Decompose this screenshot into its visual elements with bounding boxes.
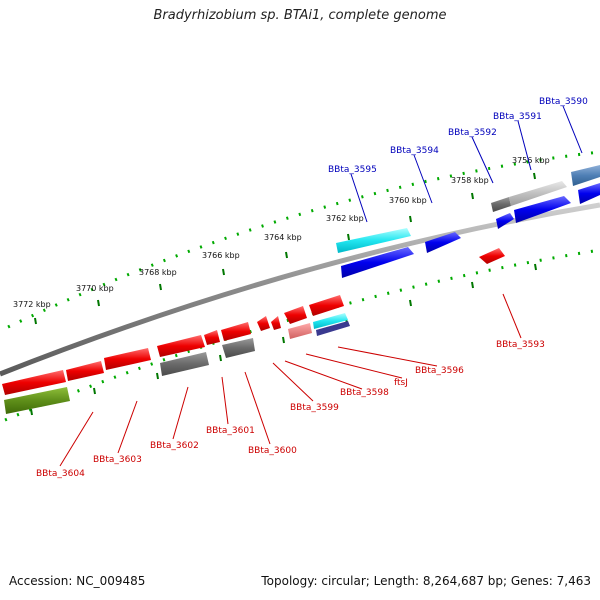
feature-bbta-3596-cyan[interactable] xyxy=(313,313,348,329)
gene-bbta-3599[interactable] xyxy=(257,316,270,331)
gene-bbta-3592[interactable] xyxy=(514,196,571,223)
gene-bbta-3604[interactable] xyxy=(2,370,66,395)
gene-label: BBta_3602 xyxy=(150,441,199,451)
gene-label: BBta_3601 xyxy=(206,426,255,436)
feature-bbta-3600-pseudo[interactable] xyxy=(222,338,255,358)
gene-label: BBta_3594 xyxy=(390,146,439,156)
tick-label: 3772 kbp xyxy=(13,300,51,309)
tick-label: 3758 kbp xyxy=(451,176,489,185)
tick-label: 3770 kbp xyxy=(76,284,114,293)
feature-bbta-3592-misc[interactable] xyxy=(509,181,567,206)
genome-summary-text: Topology: circular; Length: 8,264,687 bp… xyxy=(261,574,591,588)
gene-bbta-3590[interactable] xyxy=(578,183,600,204)
gene-label: BBta_3598 xyxy=(340,388,389,398)
gene-label: ftsJ xyxy=(394,378,408,388)
tick-label: 3766 kbp xyxy=(202,251,240,260)
gene-label: BBta_3593 xyxy=(496,340,545,350)
accession-text: Accession: NC_009485 xyxy=(9,574,146,588)
reverse-label-connectors xyxy=(59,293,522,467)
gene-bbta-3591[interactable] xyxy=(496,213,514,229)
gene-label: BBta_3595 xyxy=(328,165,377,175)
tick-label: 3762 kbp xyxy=(326,214,364,223)
feature-bbta-3592-pseudo[interactable] xyxy=(491,197,511,212)
feature-bbta-3602-pseudo[interactable] xyxy=(160,352,209,376)
major-ticks xyxy=(30,172,537,416)
tick-label: 3768 kbp xyxy=(139,268,177,277)
gene-label: BBta_3592 xyxy=(448,128,497,138)
gene-label: BBta_3604 xyxy=(36,469,85,479)
gene-bbta-3603b[interactable] xyxy=(66,361,104,381)
forward-label-connectors xyxy=(350,105,583,223)
feature-bbta-3595-rna[interactable] xyxy=(336,228,411,253)
gene-ftsj[interactable] xyxy=(284,306,307,324)
gene-bbta-3596[interactable] xyxy=(309,295,344,316)
feature-bbta-3590-misc[interactable] xyxy=(571,165,600,186)
gene-bbta-3600[interactable] xyxy=(221,322,251,341)
feature-ftsj-pink[interactable] xyxy=(288,323,312,339)
gene-label: BBta_3600 xyxy=(248,446,297,456)
gene-label: BBta_3599 xyxy=(290,403,339,413)
gene-bbta-3602[interactable] xyxy=(157,335,205,357)
gene-bbta-3603[interactable] xyxy=(104,348,151,370)
gene-label: BBta_3591 xyxy=(493,112,542,122)
gene-bbta-3595[interactable] xyxy=(341,247,414,278)
tick-label: 3760 kbp xyxy=(389,196,427,205)
outer-scale-ticks xyxy=(7,150,600,329)
gene-bbta-3601[interactable] xyxy=(204,330,220,345)
gene-label: BBta_3603 xyxy=(93,455,142,465)
tick-label: 3764 kbp xyxy=(264,233,302,242)
genome-backbone xyxy=(0,202,600,377)
feature-bbta-3596-navy[interactable] xyxy=(316,321,350,336)
feature-bbta-3604-olive[interactable] xyxy=(4,387,70,414)
gene-bbta-3598[interactable] xyxy=(271,316,281,330)
tick-label: 3756 kbp xyxy=(512,156,550,165)
gene-bbta-3593[interactable] xyxy=(479,248,505,264)
gene-label: BBta_3596 xyxy=(415,366,464,376)
gene-label: BBta_3590 xyxy=(539,97,588,107)
gene-bbta-3594[interactable] xyxy=(425,232,461,253)
map-title: Bradyrhizobium sp. BTAi1, complete genom… xyxy=(153,8,447,23)
